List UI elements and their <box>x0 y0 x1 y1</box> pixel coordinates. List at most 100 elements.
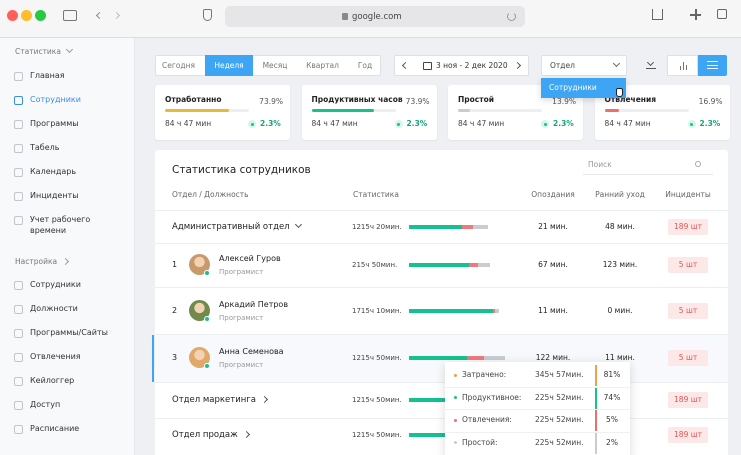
department-select[interactable]: Отдел <box>541 55 627 76</box>
incidents-badge: 5 шт <box>668 350 708 366</box>
reload-icon[interactable] <box>507 12 516 21</box>
sidebar-item[interactable]: Табель <box>30 143 60 152</box>
stat-bar-segment <box>466 356 484 360</box>
sidebar-item[interactable]: Календарь <box>30 167 77 176</box>
lock-icon <box>342 13 348 20</box>
column-header: Опоздания <box>531 190 575 199</box>
sidebar-item[interactable]: Главная <box>30 71 65 80</box>
incidents-badge: 189 шт <box>668 218 708 235</box>
department-name[interactable]: Отдел маркетинга <box>172 395 256 405</box>
sidebar-toggle[interactable] <box>63 10 77 21</box>
sidebar-icon <box>14 120 23 129</box>
menu-line <box>707 64 718 66</box>
late-value: 67 мин. <box>538 260 568 269</box>
period-tab[interactable]: Месяц <box>262 60 288 70</box>
tooltip-color-bar <box>595 410 597 431</box>
trend-dot-inner <box>397 122 400 126</box>
incidents-value: 189 шт <box>674 395 702 404</box>
row-number: 1 <box>172 260 178 269</box>
sidebar-item[interactable]: Инциденты <box>30 191 79 200</box>
incidents-value: 5 шт <box>678 260 698 269</box>
sidebar-section[interactable]: Статистика <box>15 47 61 56</box>
row-number: 3 <box>172 353 178 362</box>
employee-position: Програмист <box>219 313 264 322</box>
sidebar-icon <box>14 377 23 386</box>
late-value: 122 мин. <box>535 353 571 362</box>
search-box[interactable]: Поиск <box>583 157 713 175</box>
card-title: Продуктивных часов <box>311 95 403 104</box>
card-percent: 16.9% <box>698 97 723 106</box>
period-tab[interactable]: Квартал <box>306 60 339 70</box>
stat-bar-segment <box>461 224 474 229</box>
employee-position: Програмист <box>219 268 264 276</box>
stat-bar-segment <box>409 224 462 229</box>
row-divider <box>155 382 728 383</box>
row-selected-marker <box>152 335 154 382</box>
sidebar-section[interactable]: Настройка <box>15 257 58 266</box>
trend-dot-inner <box>690 122 693 126</box>
card-time: 84 ч 47 мин <box>458 119 505 128</box>
period-tabs: Сегодня Неделя Месяц Квартал Год <box>155 55 381 76</box>
sidebar-icon <box>14 216 23 225</box>
stat-bar-segment <box>478 263 490 267</box>
sidebar-item[interactable]: Сотрудники <box>30 95 81 104</box>
employee-name[interactable]: Аркадий Петров <box>219 299 289 309</box>
sidebar-icon <box>14 96 23 105</box>
sidebar-item[interactable]: Отвлечения <box>30 352 81 361</box>
department-name[interactable]: Отдел продаж <box>172 430 238 440</box>
sidebar-icon <box>14 168 23 177</box>
legend-dot <box>454 396 457 399</box>
early-value: 48 мин. <box>605 221 635 231</box>
period-tab[interactable]: Год <box>357 60 373 70</box>
chart-view[interactable] <box>667 55 698 76</box>
download-icon[interactable] <box>646 57 656 69</box>
window-button[interactable] <box>7 10 18 21</box>
tabs-icon[interactable] <box>717 9 727 19</box>
stat-card: Продуктивных часов 73.9% 84 ч 47 мин 2.3% <box>301 85 437 140</box>
card-bar-fill <box>165 109 229 112</box>
period-tab[interactable]: Сегодня <box>162 60 195 70</box>
stat-bar-segment <box>409 356 467 360</box>
card-bar-fill <box>604 109 619 112</box>
sidebar-item[interactable]: Программы/Сайты <box>30 328 108 337</box>
tooltip-time: 225ч 52мин. <box>535 415 584 424</box>
share-icon[interactable] <box>652 9 663 20</box>
sidebar-icon <box>14 353 23 362</box>
row-divider <box>155 334 728 335</box>
early-value: 0 мин. <box>607 305 633 315</box>
privacy-icon <box>203 9 212 21</box>
period-tab[interactable]: Неделя <box>214 60 244 70</box>
sidebar-item[interactable]: Программы <box>30 119 79 128</box>
tooltip-percent: 5% <box>606 415 618 424</box>
sidebar-item[interactable]: Доступ <box>30 400 61 409</box>
department-name[interactable]: Административный отдел <box>172 221 290 232</box>
stat-bar-segment <box>495 308 500 313</box>
list-view[interactable] <box>698 55 727 76</box>
chevron <box>401 61 410 70</box>
row-divider <box>155 418 728 419</box>
stat-bar-segment <box>409 263 469 267</box>
online-dot <box>204 270 210 276</box>
dropdown-option[interactable]: Сотрудники <box>549 83 597 92</box>
sidebar-item[interactable]: Кейлоггер <box>30 376 75 385</box>
incidents-value: 5 шт <box>678 353 698 362</box>
column-header: Статистика <box>353 190 399 199</box>
employee-name[interactable]: Анна Семенова <box>219 347 284 356</box>
window-button[interactable] <box>21 10 32 21</box>
stat-bar-segment <box>473 224 488 229</box>
card-change: 2.3% <box>553 119 574 128</box>
address-bar[interactable]: google.com <box>225 6 525 27</box>
legend-dot <box>454 441 457 444</box>
early-value: 123 мин. <box>602 260 638 269</box>
dropdown-option-active <box>541 78 626 98</box>
row-statistics: 1215ч 50мин. <box>352 396 402 404</box>
employee-position: Програмист <box>219 361 264 369</box>
sidebar-item[interactable]: Сотрудники <box>30 280 81 289</box>
sidebar-item[interactable]: Учет рабочего времени <box>30 215 91 235</box>
window-button[interactable] <box>35 10 46 21</box>
sidebar-item[interactable]: Расписание <box>30 424 80 433</box>
incidents-value: 5 шт <box>678 305 698 315</box>
employee-name[interactable]: Алексей Гуров <box>219 254 281 263</box>
sidebar-item[interactable]: Должности <box>30 304 78 313</box>
